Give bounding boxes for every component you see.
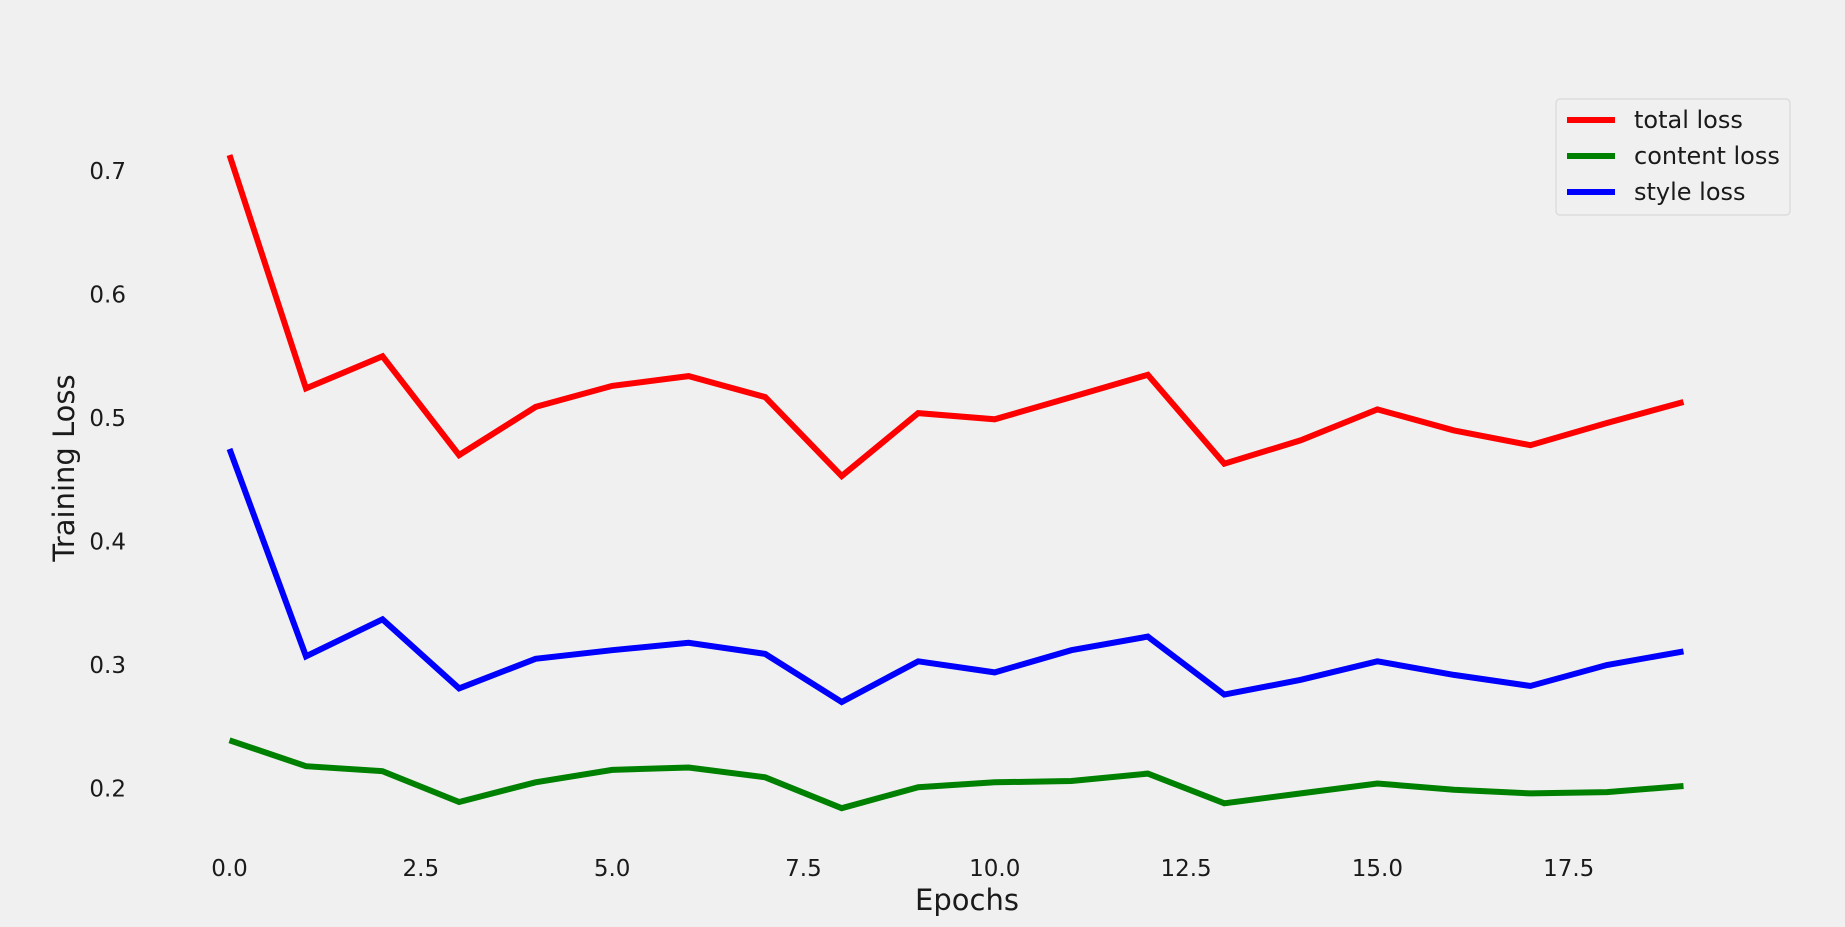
x-tick-label: 17.5	[1543, 856, 1594, 882]
y-tick-label: 0.4	[89, 530, 126, 556]
legend-label: total loss	[1634, 106, 1743, 134]
series-line-style-loss	[226, 447, 1685, 706]
x-tick-label: 10.0	[969, 856, 1020, 882]
y-tick-label: 0.2	[89, 776, 126, 802]
x-axis-label: Epochs	[915, 883, 1019, 917]
y-axis-label: Training Loss	[47, 374, 81, 562]
x-tick-labels: 0.0 2.5 5.0 7.5 10.0 12.5 15.0 17.5	[211, 856, 1594, 882]
x-tick-label: 7.5	[785, 856, 822, 882]
y-tick-label: 0.3	[89, 653, 126, 679]
legend-label: content loss	[1634, 142, 1780, 170]
legend-box	[1555, 98, 1791, 216]
y-tick-label: 0.5	[89, 406, 126, 432]
y-tick-label: 0.7	[89, 159, 126, 185]
series-line-content-loss	[228, 737, 1684, 812]
series-lines	[226, 154, 1685, 812]
legend-label: style loss	[1634, 178, 1746, 206]
x-tick-label: 15.0	[1352, 856, 1403, 882]
legend: total loss content loss style loss	[1555, 98, 1791, 216]
x-tick-label: 5.0	[594, 856, 631, 882]
y-tick-labels: 0.2 0.3 0.4 0.5 0.6 0.7	[89, 159, 126, 802]
x-tick-label: 12.5	[1160, 856, 1211, 882]
x-tick-label: 0.0	[211, 856, 248, 882]
y-tick-label: 0.6	[89, 283, 126, 309]
series-line-total-loss	[226, 154, 1685, 481]
x-tick-label: 2.5	[403, 856, 440, 882]
